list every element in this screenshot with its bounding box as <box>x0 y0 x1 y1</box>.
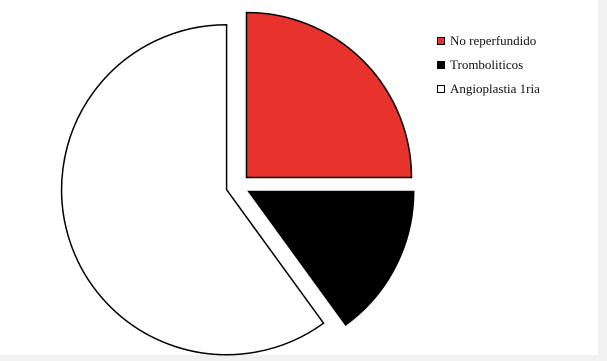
legend-swatch-angioplastia <box>437 85 445 93</box>
legend-label-tromboliticos: Tromboliticos <box>450 57 524 72</box>
legend-label-angioplastia: Angioplastia 1ria <box>450 81 540 96</box>
pie-slice-tromboliticos <box>247 190 415 326</box>
legend-label-no-reperfundido: No reperfundido <box>450 33 537 48</box>
legend-swatch-no-reperfundido <box>437 37 445 45</box>
pie-slice-no-reperfundido <box>245 11 413 179</box>
legend-item-angioplastia: Angioplastia 1ria <box>437 81 540 97</box>
legend-swatch-tromboliticos <box>437 61 445 69</box>
legend: No reperfundido Tromboliticos Angioplast… <box>437 33 540 105</box>
legend-item-no-reperfundido: No reperfundido <box>437 33 540 49</box>
pie-slice-angioplastia-1ria <box>60 23 325 356</box>
legend-item-tromboliticos: Tromboliticos <box>437 57 540 73</box>
